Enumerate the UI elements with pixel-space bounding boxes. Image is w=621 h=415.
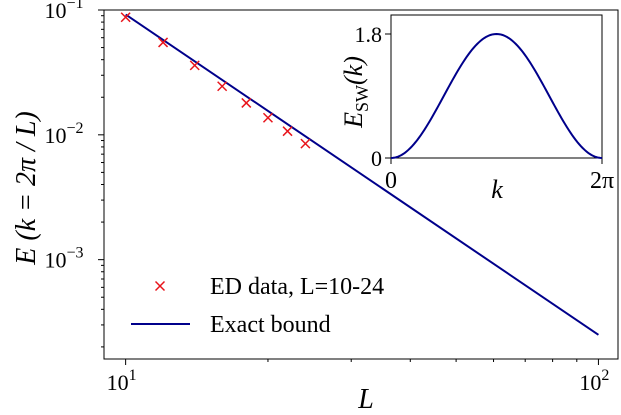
inset-x-axis-label: k	[491, 175, 503, 204]
ed-data-point	[217, 81, 228, 92]
exact-bound-line	[125, 13, 599, 336]
ed-data-point	[262, 112, 273, 123]
legend-marker-ed	[154, 280, 166, 292]
inset-y-tick-label: 1.8	[355, 22, 383, 47]
x-tick-label: 101	[107, 367, 137, 395]
legend-label-ed: ED data, L=10-24	[210, 274, 384, 300]
legend-x-marker	[154, 280, 166, 292]
ed-data-point	[282, 126, 293, 137]
main-ticks: 101 102 10−1 10−2 10−3	[44, 0, 609, 395]
y-axis-label: E (k = 2π / L)	[11, 111, 42, 265]
inset-plot-frame	[390, 14, 603, 159]
inset-x-tick-label: 2π	[590, 168, 614, 194]
ed-data-point	[120, 12, 131, 23]
inset-plot: 0 2π 0 1.8 k ESW(k)	[339, 14, 615, 204]
legend-label-exact: Exact bound	[210, 312, 331, 338]
inset-x-tick-label: 0	[385, 168, 397, 194]
ed-data-point	[158, 37, 169, 48]
inset-y-tick-label: 0	[371, 146, 382, 171]
inset-y-axis-label: ESW(k)	[339, 56, 372, 129]
ed-data-point	[241, 97, 252, 108]
main-series	[120, 12, 599, 336]
ed-data-point	[189, 60, 200, 71]
inset-ticks: 0 2π 0 1.8	[355, 22, 615, 194]
y-tick-label: 10−3	[44, 245, 83, 273]
x-tick-label: 102	[579, 367, 609, 395]
inset-curve	[390, 32, 603, 159]
y-tick-label: 10−1	[44, 0, 83, 23]
y-tick-label: 10−2	[44, 120, 83, 148]
x-axis-label: L	[357, 384, 374, 415]
legend: ED data, L=10-24 Exact bound	[131, 274, 384, 338]
main-plot: 101 102 10−1 10−2 10−3 L E (k = 2π / L) ED d…	[11, 0, 619, 415]
ed-data-point	[300, 138, 311, 149]
